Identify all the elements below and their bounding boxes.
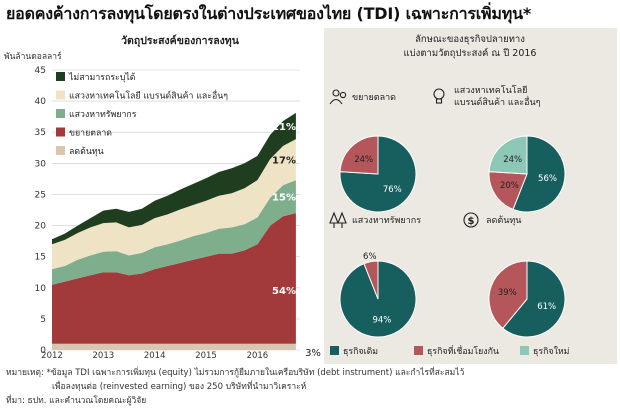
y-tick-label: 15 bbox=[35, 253, 46, 263]
pie-legend-label-existing: ธุรกิจเดิม bbox=[343, 347, 378, 357]
people-icon bbox=[329, 98, 343, 105]
stacked-area-chart: วัตถุประสงค์ของการลงทุนพันล้านดอลลาร์ 0 5 1… bbox=[4, 34, 321, 358]
pie-legend-swatch-new bbox=[520, 346, 529, 355]
area-series-unidentified bbox=[52, 112, 296, 245]
pie-legend-label-related: ธุรกิจที่เชื่อมโยงกัน bbox=[427, 345, 499, 357]
pie-slice-label-tech-existing: 56% bbox=[538, 174, 557, 184]
lightbulb-icon bbox=[435, 98, 443, 104]
area-series-resources bbox=[52, 180, 296, 285]
page-title: ยอดคงค้างการลงทุนโดยตรงในต่างประเทศของไท… bbox=[6, 4, 531, 23]
y-tick-label: 35 bbox=[35, 128, 46, 138]
y-tick-label: 20 bbox=[35, 222, 47, 232]
pie-slice-label-market-related: 24% bbox=[354, 155, 373, 165]
end-label-market: 54% bbox=[272, 286, 296, 297]
pie-label-tech: แสวงหาเทคโนโลยีแบรนด์สินค้า และอื่นๆ bbox=[454, 85, 541, 108]
y-tick-label: 45 bbox=[35, 66, 46, 76]
x-tick-label: 2013 bbox=[93, 351, 115, 358]
legend-label-resources: แสวงหาทรัพยากร bbox=[69, 110, 137, 120]
area-chart-panel: วัตถุประสงค์ของการลงทุนพันล้านดอลลาร์ 0 5 1… bbox=[0, 28, 322, 358]
pie-slice-tech-new bbox=[488, 135, 528, 175]
pie-chart-panel: ลักษณะของธุรกิจปลายทางแบ่งตามวัตถุประสงค… bbox=[324, 28, 617, 364]
legend-label-tech_brand: แสวงหาเทคโนโลยี แบรนด์สินค้า และอื่นๆ bbox=[69, 90, 228, 102]
legend-swatch-resources bbox=[56, 109, 65, 118]
pie-legend-swatch-related bbox=[414, 346, 423, 355]
pie-label-market: ขยายตลาด bbox=[352, 93, 396, 103]
pie-slice-label-tech-new: 24% bbox=[503, 155, 522, 165]
pie-label-cost: ลดต้นทุน bbox=[486, 215, 521, 226]
legend-label-cost: ลดต้นทุน bbox=[69, 146, 104, 157]
end-label-tech_brand: 17% bbox=[272, 156, 296, 167]
legend-swatch-market bbox=[56, 127, 65, 137]
pie-slice-label-tech-related: 20% bbox=[500, 181, 519, 191]
y-tick-label: 40 bbox=[35, 97, 47, 107]
area-series-tech_brand bbox=[52, 139, 296, 270]
pie-slice-label-cost-existing: 61% bbox=[537, 302, 556, 312]
pie-slice-cost-related bbox=[488, 260, 528, 329]
x-tick-label: 2015 bbox=[195, 351, 217, 358]
legend-swatch-cost bbox=[56, 146, 65, 155]
y-tick-label: 30 bbox=[35, 159, 47, 169]
pie-slice-tech-related bbox=[488, 171, 528, 210]
area-series-cost bbox=[52, 343, 296, 350]
y-tick-label: 10 bbox=[35, 284, 47, 294]
pie-slice-tech-existing bbox=[512, 135, 566, 213]
legend-label-market: ขยายตลาด bbox=[69, 129, 112, 139]
x-tick-label: 2016 bbox=[247, 351, 269, 358]
pie-subtitle: แบ่งตามวัตถุประสงค์ ณ ปี 2016 bbox=[404, 47, 537, 59]
pie-slice-label-market-existing: 76% bbox=[383, 185, 402, 195]
pie-slice-cost-existing bbox=[502, 260, 566, 338]
end-label-resources: 15% bbox=[272, 193, 296, 204]
pie-slice-resources-related bbox=[363, 260, 379, 300]
x-tick-label: 2014 bbox=[144, 351, 166, 358]
end-label-unidentified: 11% bbox=[272, 122, 296, 133]
legend-swatch-unidentified bbox=[56, 72, 65, 81]
pie-slice-label-resources-existing: 94% bbox=[372, 316, 391, 326]
note-line-1: หมายเหตุ: *ข้อมูล TDI เฉพาะการเพิ่มทุน (… bbox=[6, 368, 465, 378]
trees-icon bbox=[329, 211, 347, 228]
note-line-2: เพื่อลงทุนต่อ (reinvested earning) ของ 2… bbox=[52, 382, 307, 392]
x-tick-label: 2012 bbox=[41, 351, 63, 358]
footnotes: หมายเหตุ: *ข้อมูล TDI เฉพาะการเพิ่มทุน (… bbox=[6, 366, 616, 408]
y-tick-label: 25 bbox=[35, 190, 46, 200]
dollar-icon-glyph: $ bbox=[468, 216, 475, 227]
pie-charts: ลักษณะของธุรกิจปลายทางแบ่งตามวัตถุประสงค… bbox=[329, 34, 569, 357]
pie-title: ลักษณะของธุรกิจปลายทาง bbox=[415, 34, 525, 45]
pie-slice-resources-existing bbox=[339, 260, 417, 338]
end-label-cost: 3% bbox=[305, 348, 321, 358]
dollar-icon bbox=[463, 212, 479, 228]
area-chart-title: วัตถุประสงค์ของการลงทุน bbox=[121, 34, 240, 48]
legend-label-unidentified: ไม่สามารถระบุได้ bbox=[68, 72, 136, 83]
pie-slice-label-resources-related: 6% bbox=[363, 252, 377, 262]
pie-label-resources: แสวงหาทรัพยากร bbox=[352, 216, 421, 226]
pie-slice-label-cost-related: 39% bbox=[498, 288, 517, 298]
area-series-market bbox=[52, 213, 296, 344]
people-icon bbox=[332, 89, 340, 97]
y-tick-label: 5 bbox=[40, 315, 46, 325]
y-axis-label: พันล้านดอลลาร์ bbox=[4, 51, 62, 62]
source-line: ที่มา: ธปท. และคำนวณโดยคณะผู้วิจัย bbox=[6, 396, 147, 406]
pie-legend-label-new: ธุรกิจใหม่ bbox=[533, 346, 569, 357]
people-icon bbox=[339, 91, 347, 99]
lightbulb-icon bbox=[433, 88, 445, 100]
pie-legend-swatch-existing bbox=[330, 346, 339, 355]
pie-slice-market-related bbox=[339, 135, 379, 175]
y-tick-label: 0 bbox=[40, 346, 46, 356]
legend-swatch-tech_brand bbox=[56, 90, 65, 100]
